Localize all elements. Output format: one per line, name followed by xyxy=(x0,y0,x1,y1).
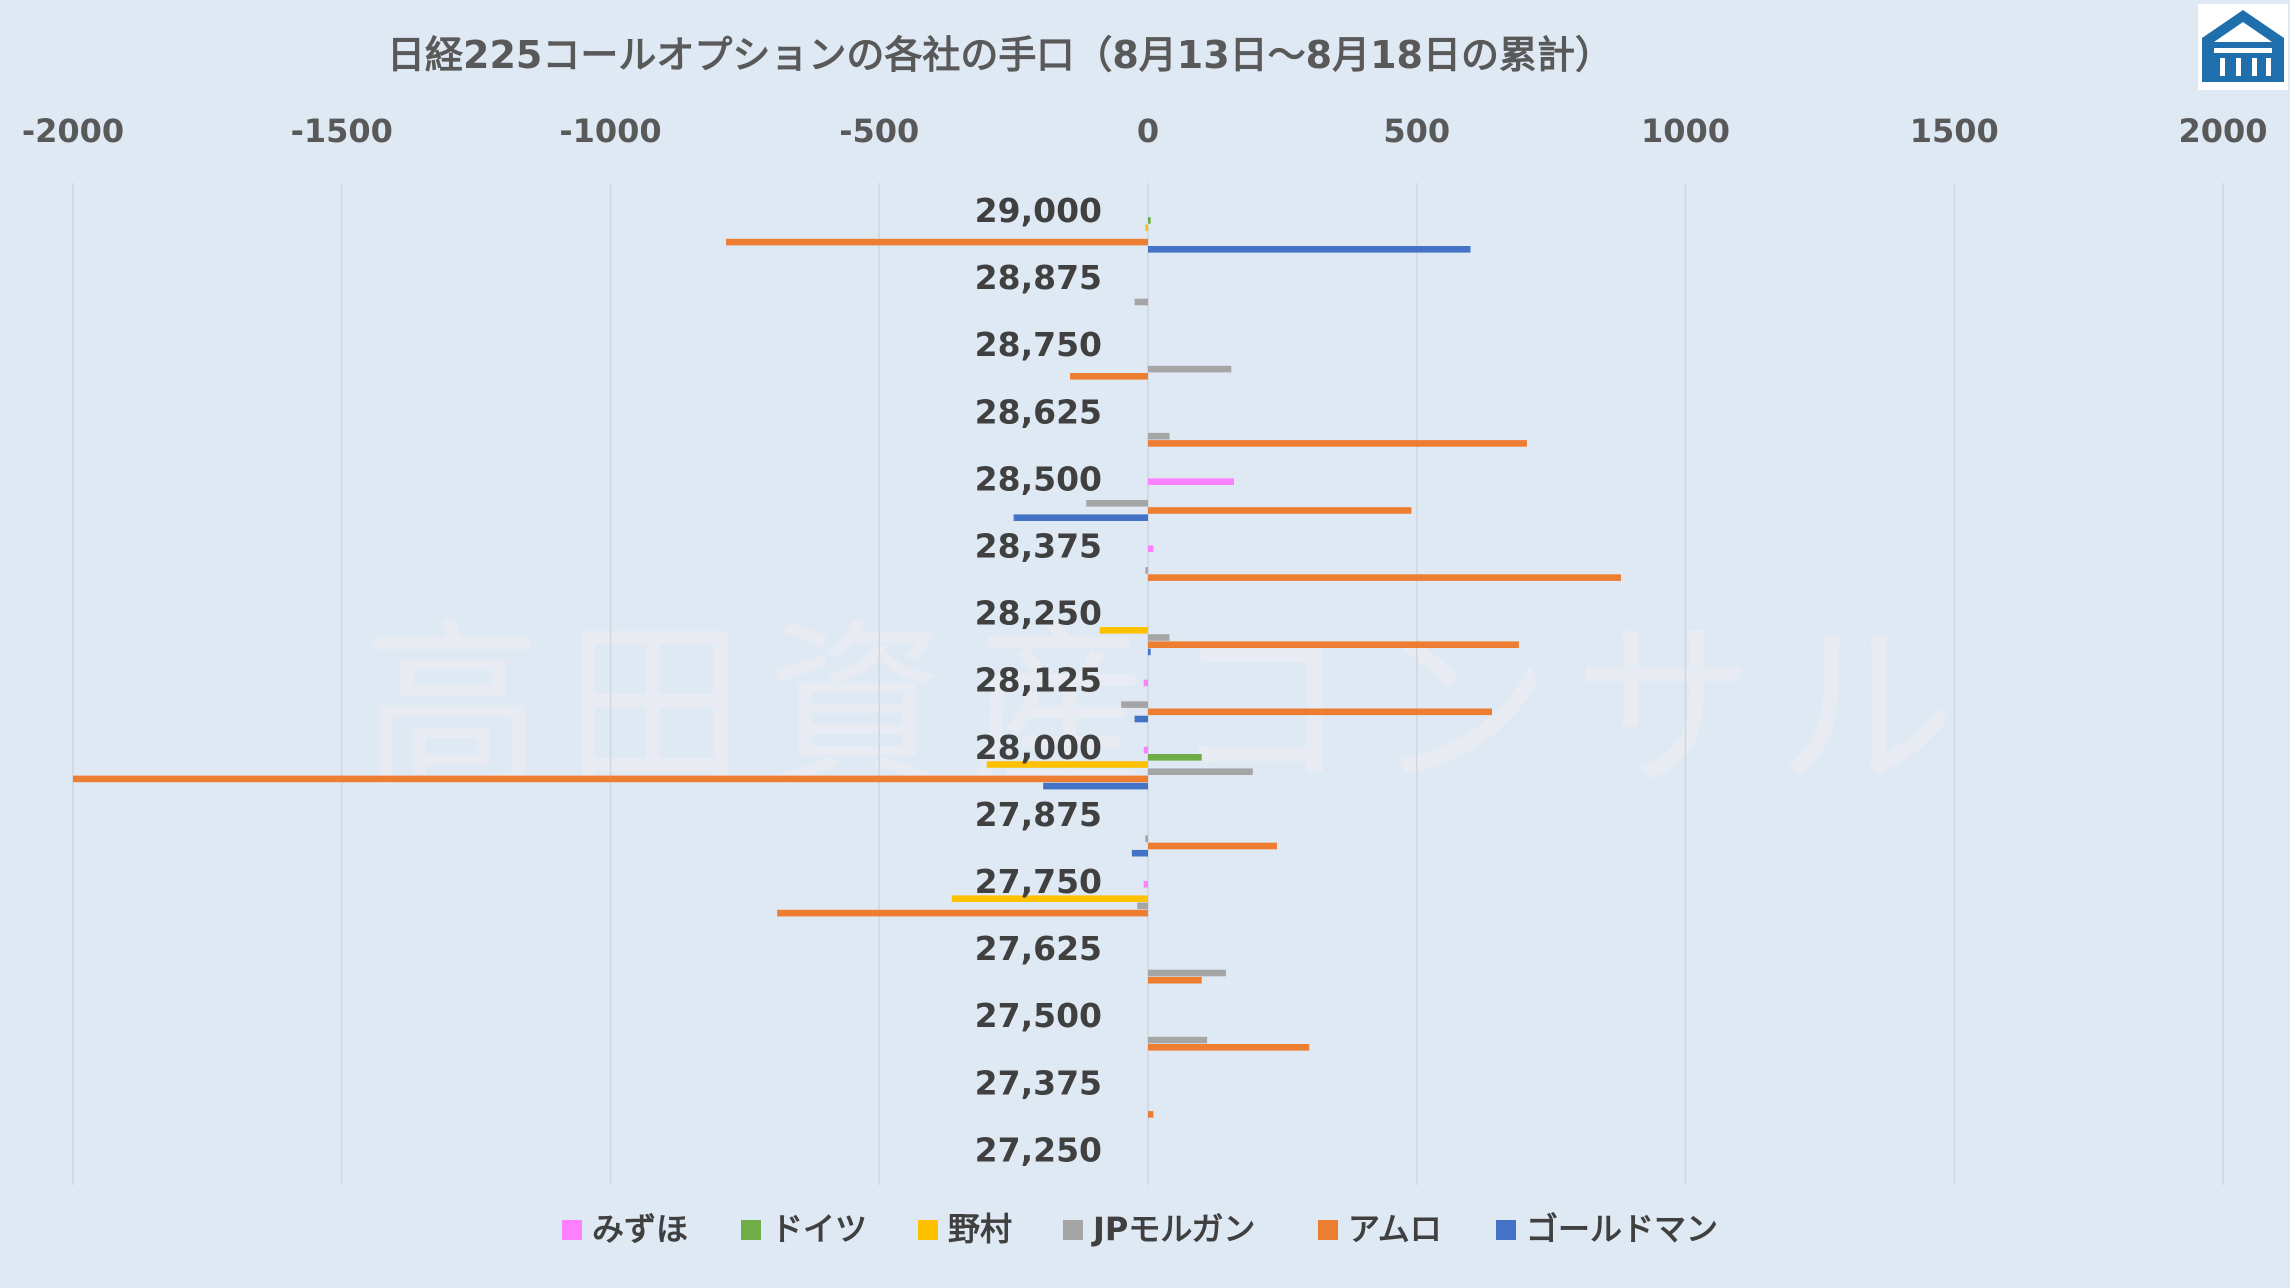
bar-jpmorgan-7 xyxy=(1121,701,1148,708)
bar-mizuho-7 xyxy=(1143,679,1148,687)
bar-nomura-8 xyxy=(986,761,1148,768)
legend-swatch xyxy=(1496,1220,1516,1240)
x-tick-label: -1500 xyxy=(291,112,393,150)
bar-goldman-9 xyxy=(1131,849,1148,857)
bar-amro-4 xyxy=(1148,507,1412,514)
bar-jpmorgan-10 xyxy=(1137,902,1148,910)
bar-goldman-7 xyxy=(1134,715,1148,723)
bar-amro-9 xyxy=(1148,842,1277,850)
bar-jpmorgan-9 xyxy=(1145,835,1148,843)
x-tick-label: 2000 xyxy=(2178,112,2267,150)
bar-jpmorgan-3 xyxy=(1148,432,1170,440)
legend-label: ドイツ xyxy=(771,1210,867,1248)
chart-title: 日経225コールオプションの各社の手口（8月13日～8月18日の累計） xyxy=(387,33,1613,77)
logo-icon xyxy=(2198,4,2288,90)
bar-deutsche-8 xyxy=(1148,754,1202,761)
bar-nomura-10 xyxy=(951,895,1148,902)
category-label: 28,750 xyxy=(975,325,1102,364)
x-tick-label: 0 xyxy=(1137,112,1159,150)
category-label: 28,125 xyxy=(975,661,1102,700)
bar-amro-13 xyxy=(1148,1111,1154,1118)
legend-swatch xyxy=(1318,1220,1338,1240)
bar-amro-5 xyxy=(1148,574,1621,581)
bar-goldman-8 xyxy=(1043,782,1148,790)
bar-deutsche-0 xyxy=(1148,217,1151,224)
bar-mizuho-8 xyxy=(1143,746,1148,754)
bar-jpmorgan-4 xyxy=(1086,500,1148,507)
x-tick-label: 1500 xyxy=(1910,112,1999,150)
bar-mizuho-4 xyxy=(1148,478,1234,485)
bar-jpmorgan-11 xyxy=(1148,969,1226,977)
category-label: 28,000 xyxy=(975,728,1102,767)
legend-label: 野村 xyxy=(948,1210,1012,1248)
category-label: 28,250 xyxy=(975,594,1102,633)
bar-nomura-6 xyxy=(1099,627,1148,634)
bar-amro-8 xyxy=(73,775,1148,783)
category-label: 27,750 xyxy=(975,862,1102,901)
category-label: 28,375 xyxy=(975,527,1102,566)
bar-mizuho-10 xyxy=(1143,881,1148,888)
bar-amro-2 xyxy=(1070,373,1148,380)
bar-goldman-4 xyxy=(1013,514,1148,521)
category-label: 29,000 xyxy=(975,191,1102,230)
bar-jpmorgan-6 xyxy=(1148,634,1170,641)
bar-goldman-0 xyxy=(1148,246,1471,253)
x-tick-label: 500 xyxy=(1383,112,1450,150)
legend-swatch xyxy=(918,1220,938,1240)
legend-swatch xyxy=(562,1220,582,1240)
category-label: 27,500 xyxy=(975,996,1102,1035)
bar-goldman-6 xyxy=(1148,648,1151,656)
category-label: 28,625 xyxy=(975,392,1102,431)
category-label: 28,875 xyxy=(975,258,1102,297)
category-label: 27,375 xyxy=(975,1063,1102,1102)
bar-jpmorgan-12 xyxy=(1148,1036,1208,1044)
legend-label: アムロ xyxy=(1348,1210,1442,1248)
bar-amro-3 xyxy=(1148,440,1527,447)
bar-jpmorgan-1 xyxy=(1134,298,1148,306)
x-tick-label: -1000 xyxy=(559,112,661,150)
legend-label: JPモルガン xyxy=(1091,1210,1255,1248)
bar-jpmorgan-2 xyxy=(1148,365,1232,373)
bar-mizuho-5 xyxy=(1148,545,1154,553)
bar-jpmorgan-5 xyxy=(1145,567,1148,574)
category-label: 27,625 xyxy=(975,929,1102,968)
category-label: 27,875 xyxy=(975,795,1102,834)
category-label: 27,250 xyxy=(975,1130,1102,1169)
bar-amro-6 xyxy=(1148,641,1519,648)
legend-swatch xyxy=(741,1220,761,1240)
legend-label: みずほ xyxy=(592,1210,688,1248)
bar-nomura-0 xyxy=(1145,224,1148,231)
bar-amro-7 xyxy=(1148,708,1492,716)
x-tick-label: -2000 xyxy=(22,112,124,150)
bar-amro-12 xyxy=(1148,1044,1310,1051)
bar-jpmorgan-8 xyxy=(1148,768,1253,775)
x-tick-label: -500 xyxy=(839,112,919,150)
bar-amro-0 xyxy=(726,238,1148,246)
bar-amro-11 xyxy=(1148,976,1202,984)
legend-swatch xyxy=(1063,1220,1083,1240)
bar-amro-10 xyxy=(777,909,1148,917)
x-tick-label: 1000 xyxy=(1641,112,1730,150)
category-label: 28,500 xyxy=(975,459,1102,498)
legend-label: ゴールドマン xyxy=(1526,1210,1718,1248)
